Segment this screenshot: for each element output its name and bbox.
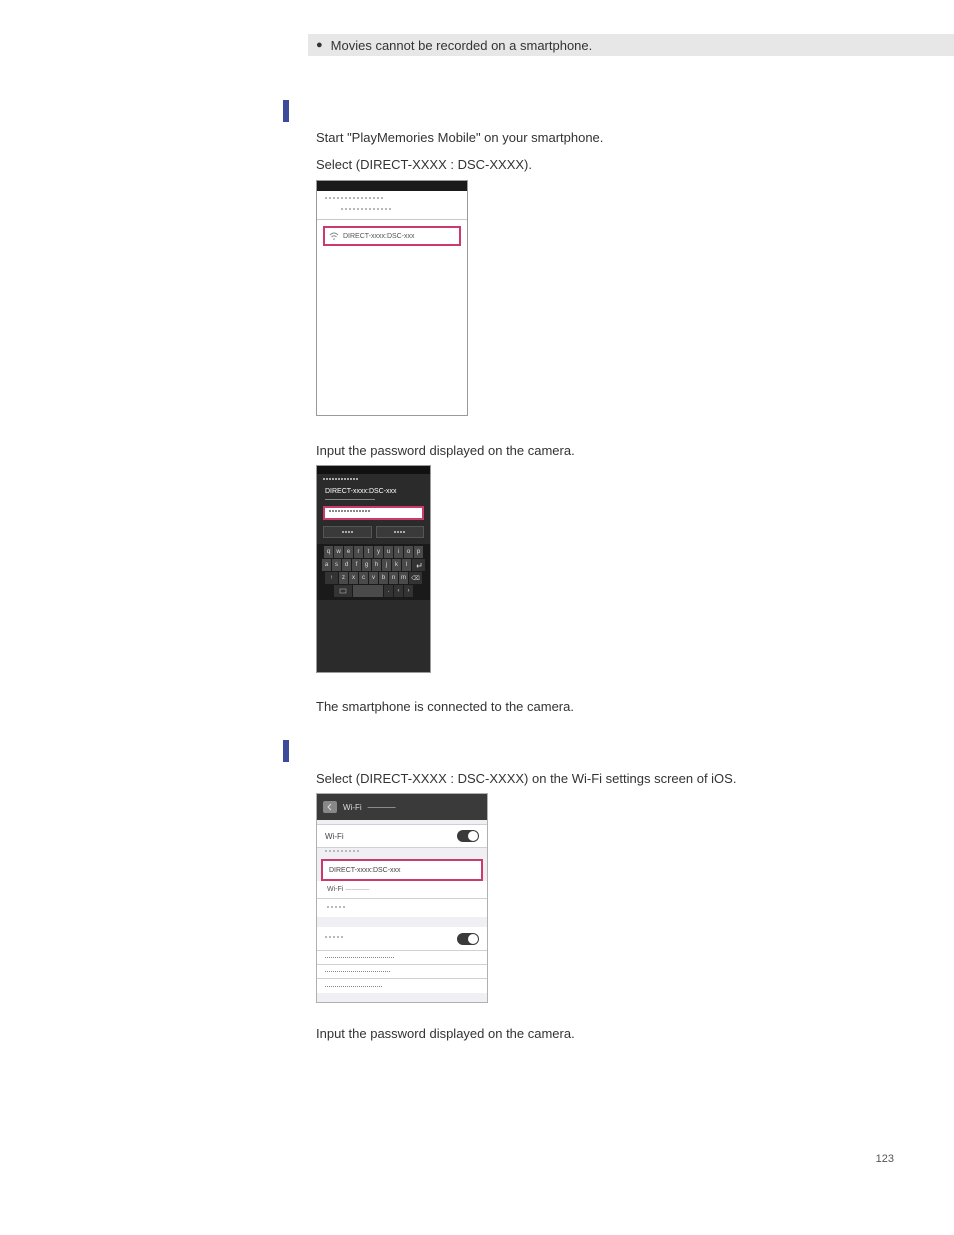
phone-header — [317, 191, 467, 215]
bullet-icon: ● — [316, 39, 323, 51]
key-f[interactable]: f — [352, 559, 361, 571]
section-marker-a — [283, 100, 289, 122]
keyboard-row-1: q w e r t y u i o p — [319, 546, 428, 558]
dialog-button-ok[interactable] — [376, 526, 425, 538]
key-w[interactable]: w — [334, 546, 343, 558]
ios-footer-text-2 — [317, 965, 487, 979]
key-h[interactable]: h — [372, 559, 381, 571]
key-x[interactable]: x — [349, 572, 358, 584]
phone-mock-ios-wifi: Wi-Fi ———— Wi-Fi DIRECT-xxxx:DSC-xxx Wi-… — [316, 793, 488, 1003]
ios-nav-bar: Wi-Fi ———— — [317, 794, 487, 820]
key-symbols[interactable] — [334, 585, 352, 597]
ssid-label: DIRECT-xxxx:DSC-xxx — [317, 486, 430, 499]
instruction-select-direct-ios: Select (DIRECT-XXXX : DSC-XXXX) on the W… — [316, 769, 736, 789]
keyboard-row-4: . ‹ › — [319, 585, 428, 597]
section-marker-b — [283, 740, 289, 762]
note-box: ● Movies cannot be recorded on a smartph… — [308, 34, 954, 56]
key-s[interactable]: s — [332, 559, 341, 571]
key-j[interactable]: j — [382, 559, 391, 571]
key-e[interactable]: e — [344, 546, 353, 558]
dash-suffix: ———— — [345, 887, 369, 893]
key-right[interactable]: › — [404, 585, 413, 597]
wifi-icon — [329, 231, 339, 241]
key-enter[interactable] — [412, 559, 425, 571]
key-d[interactable]: d — [342, 559, 351, 571]
phone-header-dots — [317, 474, 430, 486]
key-z[interactable]: z — [339, 572, 348, 584]
ios-ask-join-cell[interactable] — [317, 927, 487, 951]
toggle-icon[interactable] — [457, 933, 479, 945]
key-u[interactable]: u — [384, 546, 393, 558]
key-g[interactable]: g — [362, 559, 371, 571]
key-y[interactable]: y — [374, 546, 383, 558]
keyboard-row-2: a s d f g h j k l — [319, 559, 428, 571]
key-shift[interactable]: ↑ — [325, 572, 338, 584]
instruction-select-direct: Select (DIRECT-XXXX : DSC-XXXX). — [316, 155, 532, 175]
note-text: Movies cannot be recorded on a smartphon… — [331, 38, 593, 53]
ssid-underline — [325, 499, 375, 500]
key-space[interactable] — [353, 585, 383, 597]
instruction-input-password-b: Input the password displayed on the came… — [316, 1024, 575, 1044]
key-v[interactable]: v — [369, 572, 378, 584]
ios-nav-dash: ———— — [368, 804, 396, 811]
key-left[interactable]: ‹ — [394, 585, 403, 597]
ios-network-label: DIRECT-xxxx:DSC-xxx — [329, 867, 401, 874]
ios-subcell-wifi[interactable]: Wi-Fi ———— — [317, 881, 487, 899]
page-number: 123 — [876, 1153, 894, 1165]
key-r[interactable]: r — [354, 546, 363, 558]
key-delete[interactable]: ⌫ — [409, 572, 422, 584]
network-label: DIRECT-xxxx:DSC-xxx — [343, 233, 415, 240]
key-a[interactable]: a — [322, 559, 331, 571]
ios-footer-text-3 — [317, 979, 487, 993]
key-dot[interactable]: . — [384, 585, 393, 597]
instruction-start-app: Start "PlayMemories Mobile" on your smar… — [316, 128, 603, 148]
ios-subcell-wifi-label: Wi-Fi — [327, 886, 343, 893]
key-l[interactable]: l — [402, 559, 411, 571]
keyboard-row-3: ↑ z x c v b n m ⌫ — [319, 572, 428, 584]
ios-subcell-other[interactable] — [317, 899, 487, 917]
key-b[interactable]: b — [379, 572, 388, 584]
wifi-toggle-label: Wi-Fi — [325, 832, 344, 841]
key-n[interactable]: n — [389, 572, 398, 584]
key-q[interactable]: q — [324, 546, 333, 558]
phone-mock-android-list: DIRECT-xxxx:DSC-xxx — [316, 180, 468, 416]
key-p[interactable]: p — [414, 546, 423, 558]
wifi-toggle-cell[interactable]: Wi-Fi — [317, 824, 487, 848]
dialog-button-row — [323, 526, 424, 538]
password-input-highlighted[interactable] — [323, 506, 424, 520]
toggle-icon[interactable] — [457, 830, 479, 842]
instruction-connected: The smartphone is connected to the camer… — [316, 697, 574, 717]
network-row-highlighted[interactable]: DIRECT-xxxx:DSC-xxx — [323, 226, 461, 246]
ios-network-highlighted[interactable]: DIRECT-xxxx:DSC-xxx — [321, 859, 483, 881]
back-button[interactable] — [323, 801, 337, 813]
key-t[interactable]: t — [364, 546, 373, 558]
key-c[interactable]: c — [359, 572, 368, 584]
onscreen-keyboard: q w e r t y u i o p a s d f g h j k l ↑ … — [317, 544, 430, 600]
instruction-input-password-a: Input the password displayed on the came… — [316, 441, 575, 461]
ios-footer-text-1 — [317, 951, 487, 965]
key-o[interactable]: o — [404, 546, 413, 558]
dialog-button-cancel[interactable] — [323, 526, 372, 538]
phone-statusbar — [317, 181, 467, 191]
phone-mock-android-password: DIRECT-xxxx:DSC-xxx q w e r t y u i o p … — [316, 465, 431, 673]
key-m[interactable]: m — [399, 572, 408, 584]
key-k[interactable]: k — [392, 559, 401, 571]
phone-statusbar — [317, 466, 430, 474]
section-header-dots — [317, 848, 487, 855]
ios-nav-title: Wi-Fi — [343, 803, 362, 812]
key-i[interactable]: i — [394, 546, 403, 558]
